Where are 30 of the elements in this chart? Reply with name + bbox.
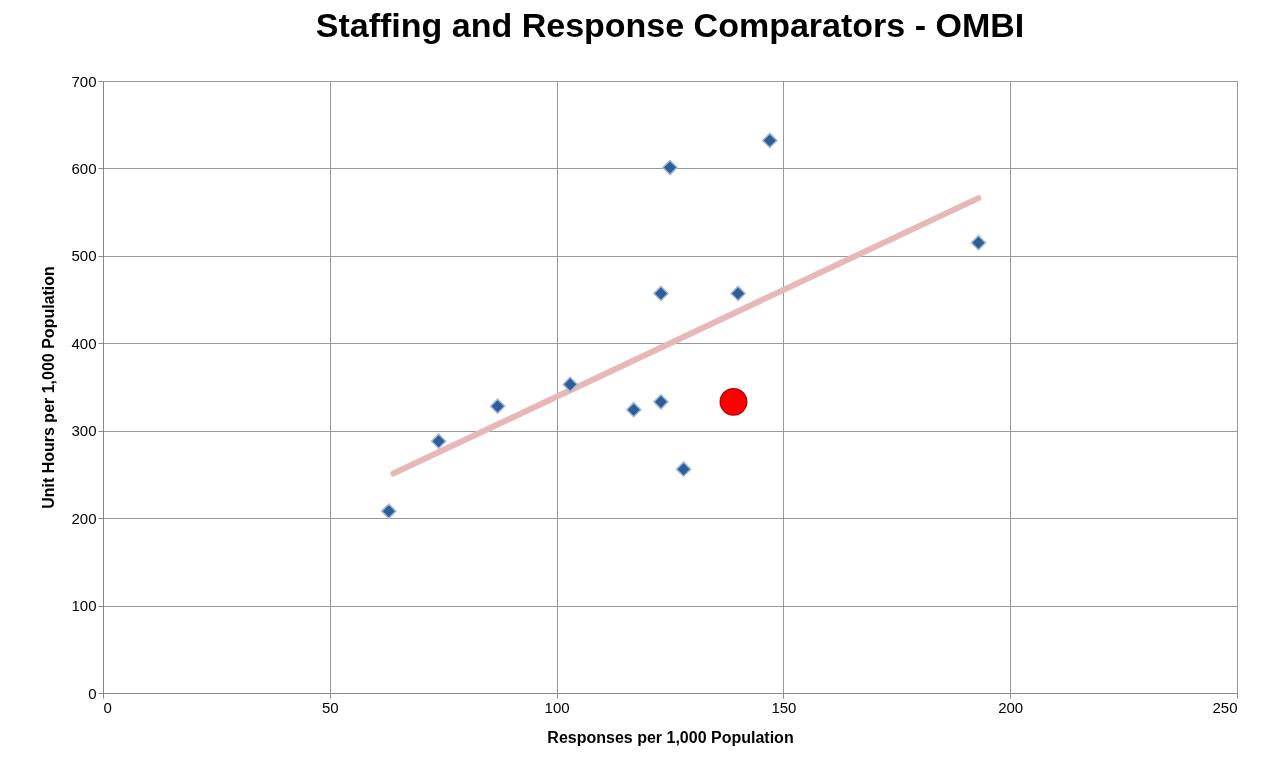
point [730, 285, 746, 302]
chart-title: Staffing and Response Comparators - OMBI [315, 6, 1025, 44]
y-tick-label: 300 [71, 422, 97, 440]
point [662, 159, 678, 176]
x-tick-label: 250 [1212, 698, 1238, 716]
y-tick-label: 0 [88, 684, 97, 702]
y-tick-label: 700 [71, 72, 97, 90]
x-tick-label: 150 [771, 698, 797, 716]
point [719, 387, 748, 416]
x-tick-label: 100 [544, 698, 570, 716]
point [675, 461, 692, 477]
point [380, 503, 397, 519]
point [430, 433, 447, 450]
y-tick-label: 600 [71, 159, 97, 177]
x-tick-label: 0 [103, 698, 112, 716]
point [489, 398, 506, 415]
point [653, 394, 669, 410]
point [761, 132, 778, 149]
point [625, 401, 642, 418]
y-tick-label: 400 [71, 334, 97, 352]
y-axis-title: Unit Hours per 1,000 Population [40, 266, 58, 509]
x-axis-title: Responses per 1,000 Population [547, 728, 794, 746]
x-tick-label: 200 [998, 698, 1024, 716]
x-tick-label: 50 [321, 698, 339, 716]
y-tick-label: 200 [71, 509, 97, 527]
point [970, 234, 987, 251]
point [562, 376, 579, 393]
y-tick-label: 100 [71, 597, 97, 615]
y-tick-label: 500 [71, 247, 97, 265]
point [653, 285, 669, 302]
